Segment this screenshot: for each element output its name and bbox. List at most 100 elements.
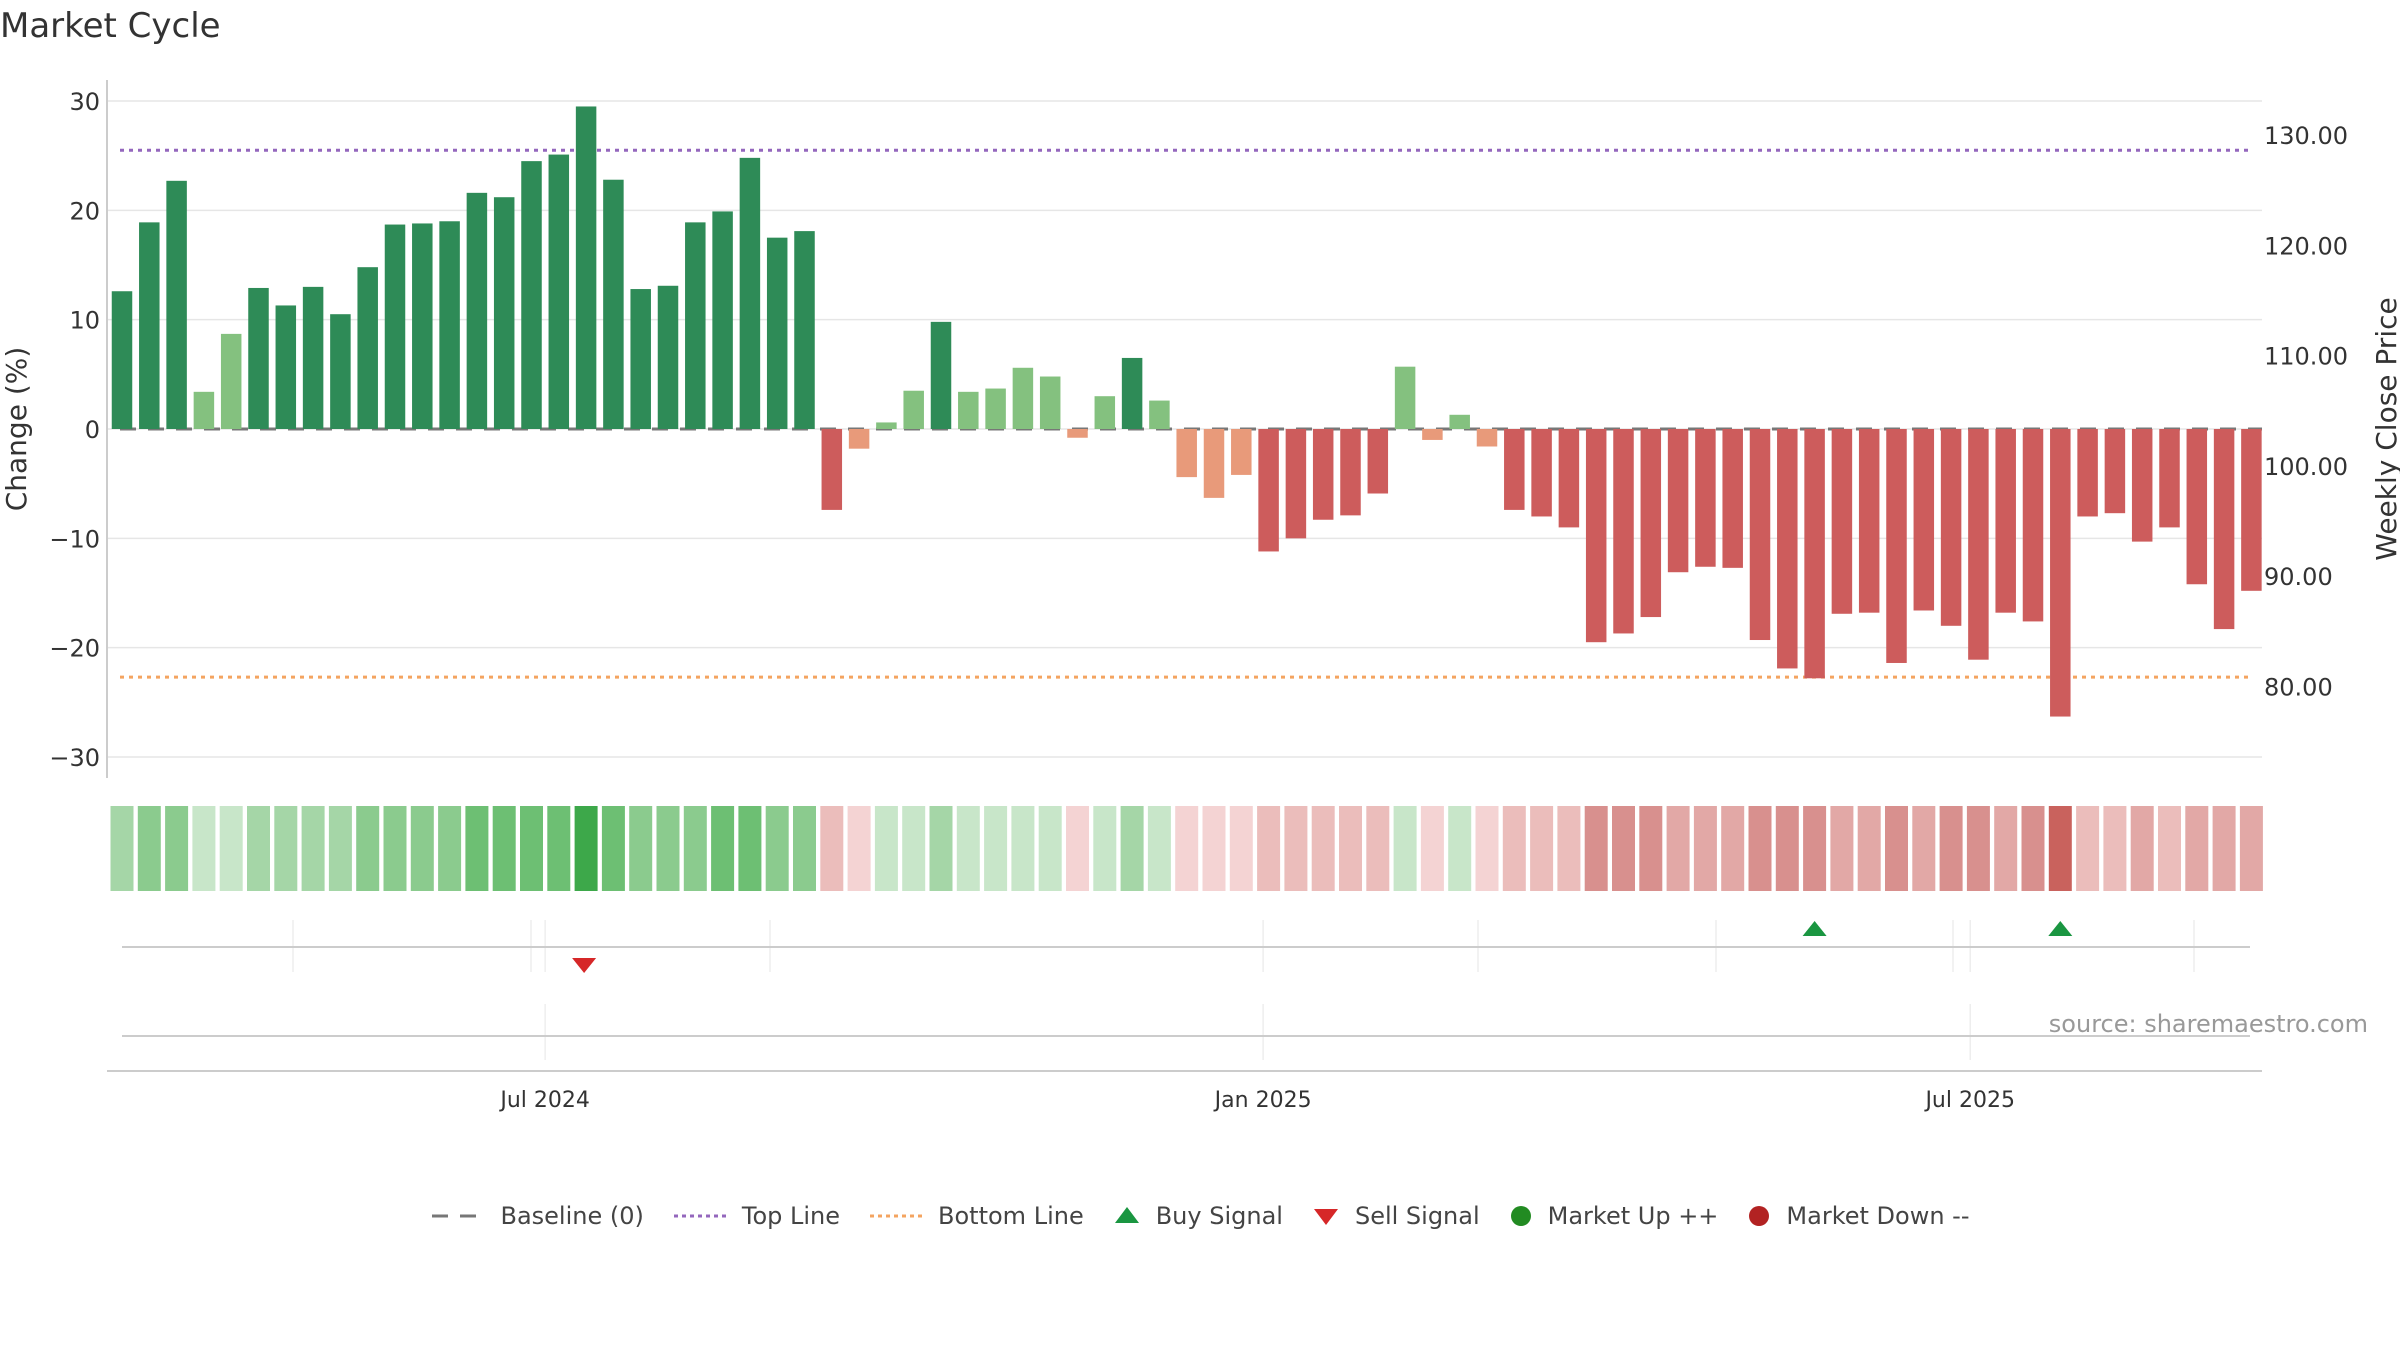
bar xyxy=(2077,429,2098,517)
heat-cell xyxy=(492,806,516,891)
bar xyxy=(139,222,160,429)
bar xyxy=(958,391,979,429)
bar xyxy=(1858,429,1880,613)
bar xyxy=(1968,429,1989,660)
bar xyxy=(2213,429,2235,630)
heat-cell xyxy=(601,806,625,891)
bar xyxy=(111,291,133,429)
heat-cell xyxy=(1147,806,1171,891)
heat-cell xyxy=(301,806,325,891)
heat-cell xyxy=(711,806,735,891)
bar xyxy=(2050,429,2071,717)
bar xyxy=(1258,429,1279,552)
bottom-line-swatch-icon xyxy=(870,1214,923,1218)
heat-cell xyxy=(547,806,571,891)
bar xyxy=(1422,429,1443,440)
bar xyxy=(548,154,570,429)
bar xyxy=(1585,429,1607,643)
bar xyxy=(248,287,269,429)
heat-cell xyxy=(793,806,816,891)
bar xyxy=(1995,429,2016,613)
bar xyxy=(521,161,542,429)
heat-cell xyxy=(1830,806,1854,891)
top-line-swatch-icon xyxy=(673,1214,726,1218)
legend-market-up-label: Market Up ++ xyxy=(1547,1202,1719,1230)
bar xyxy=(384,224,406,429)
bar xyxy=(275,305,297,429)
heat-cell xyxy=(520,806,543,891)
bar xyxy=(2104,429,2126,514)
bar xyxy=(466,192,488,429)
heat-cell xyxy=(1857,806,1881,891)
bar xyxy=(1449,414,1470,429)
bar xyxy=(848,429,870,449)
bar xyxy=(575,106,597,429)
heat-cell xyxy=(465,806,489,891)
heat-cell xyxy=(165,806,189,891)
heat-cell xyxy=(902,806,926,891)
bar xyxy=(1913,429,1935,611)
y-tick-label: −20 xyxy=(49,635,100,663)
y-tick-label: 0 xyxy=(85,416,100,444)
bar xyxy=(1067,429,1088,438)
bar xyxy=(2159,429,2180,528)
bar xyxy=(766,237,788,429)
bar xyxy=(1231,429,1252,475)
chart-title: Market Cycle xyxy=(0,6,221,46)
y-tick-label: 10 xyxy=(69,307,100,335)
sell-triangle-icon xyxy=(1313,1209,1338,1225)
heat-cell xyxy=(574,806,598,891)
bar xyxy=(821,429,843,510)
legend-buy-label: Buy Signal xyxy=(1155,1202,1283,1230)
heat-cell xyxy=(1912,806,1936,891)
bar xyxy=(1504,429,1525,510)
market-down-dot-icon xyxy=(1749,1206,1770,1226)
heat-cell xyxy=(110,806,134,891)
bar xyxy=(1340,429,1361,516)
bar xyxy=(712,211,733,429)
heat-cell xyxy=(1339,806,1362,891)
bar xyxy=(1285,429,1307,539)
bar xyxy=(1203,429,1225,498)
heat-cell xyxy=(683,806,707,891)
heat-cell xyxy=(2048,806,2072,891)
heat-cell xyxy=(1311,806,1335,891)
legend-sell-label: Sell Signal xyxy=(1354,1202,1480,1230)
legend-baseline: Baseline (0) xyxy=(430,1202,644,1230)
bar xyxy=(876,422,897,429)
heat-cell xyxy=(820,806,844,891)
heat-cell xyxy=(929,806,953,891)
heat-cell xyxy=(1939,806,1963,891)
bar xyxy=(302,286,324,429)
heat-cell xyxy=(1011,806,1035,891)
bar xyxy=(357,267,378,429)
heat-cell xyxy=(1721,806,1745,891)
heat-cell xyxy=(738,806,762,891)
heat-cell xyxy=(2076,806,2100,891)
heat-cell xyxy=(1530,806,1554,891)
bar xyxy=(1367,429,1389,494)
bar xyxy=(739,157,761,429)
buy-triangle-icon xyxy=(1114,1207,1139,1223)
heat-cell xyxy=(629,806,653,891)
y-axis-title: Change (%) xyxy=(0,347,33,512)
buy-signal-marker xyxy=(2048,921,2073,936)
bar xyxy=(1640,429,1662,618)
bar xyxy=(1094,396,1116,429)
heat-cell xyxy=(956,806,980,891)
heat-cell xyxy=(1748,806,1772,891)
bar xyxy=(193,391,215,429)
sell-signal-marker xyxy=(572,958,597,973)
legend-top-line-label: Top Line xyxy=(741,1202,841,1230)
heat-cell xyxy=(2239,806,2263,891)
axes: 30 20 10 0 −10 −20 −30 130.00 120.00 110.00 100.00… xyxy=(0,80,2400,1113)
bar xyxy=(412,223,433,429)
legend-baseline-label: Baseline (0) xyxy=(500,1202,644,1230)
heat-cell xyxy=(1229,806,1253,891)
heat-cell xyxy=(410,806,434,891)
bar xyxy=(1749,429,1771,641)
bar xyxy=(985,388,1006,429)
bar xyxy=(1940,429,1962,626)
legend-bottom-line-label: Bottom Line xyxy=(938,1202,1084,1230)
